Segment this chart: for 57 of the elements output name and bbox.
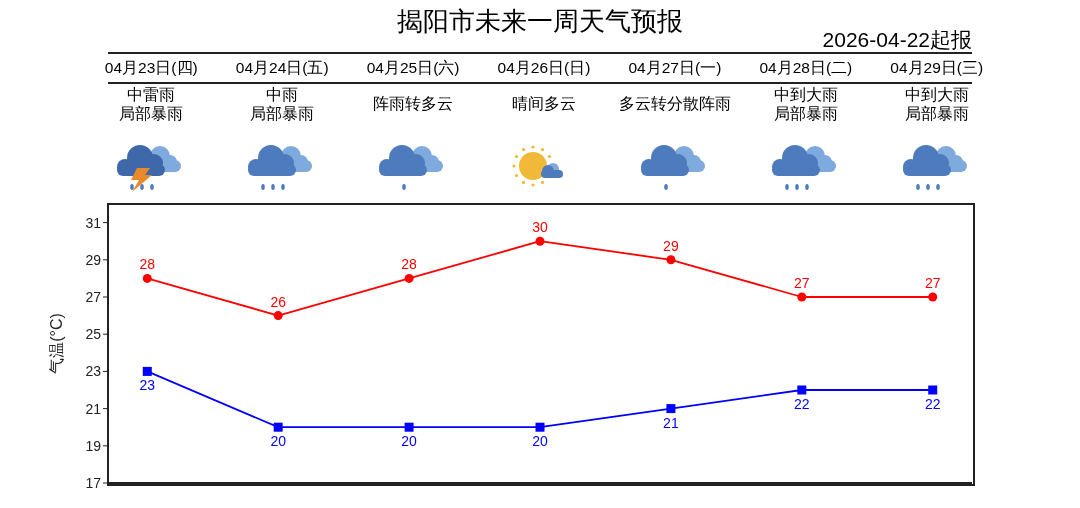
text: 04月23日(四) xyxy=(104,58,198,77)
y-tick-label: 29 xyxy=(85,251,102,268)
data-label: 20 xyxy=(401,433,418,450)
y-tick-label: 31 xyxy=(85,214,102,231)
text: 04月28日(二) xyxy=(759,58,853,77)
text: 多云转分散阵雨 xyxy=(618,94,731,113)
text: 晴间多云 xyxy=(512,94,576,113)
text: 04月27日(一) xyxy=(628,58,722,77)
text: 04月24日(五) xyxy=(235,58,329,77)
text: 中到大雨 xyxy=(904,85,969,104)
point xyxy=(142,273,152,283)
data-label: 29 xyxy=(663,237,679,254)
y-tick-label: 17 xyxy=(85,474,102,491)
data-label: 21 xyxy=(663,414,679,431)
text: 中雨 xyxy=(266,85,299,104)
y-tick-label: 27 xyxy=(85,288,102,305)
data-label: 28 xyxy=(139,256,156,273)
data-label: 27 xyxy=(924,275,941,291)
chart-title: 揭阳市未来一周天气预报 xyxy=(397,6,683,36)
chart-subtitle: 2026-04-22起报 xyxy=(822,27,972,53)
data-label: 22 xyxy=(794,395,810,412)
data-label: 27 xyxy=(794,275,810,291)
data-label: 30 xyxy=(532,219,548,236)
point xyxy=(797,292,807,302)
text: 中雷雨 xyxy=(127,85,176,104)
text: 局部暴雨 xyxy=(119,104,184,123)
point xyxy=(535,236,545,246)
text: 局部暴雨 xyxy=(904,104,969,123)
point xyxy=(273,311,283,321)
text: 04月29日(三) xyxy=(890,58,984,77)
text: 局部暴雨 xyxy=(773,104,838,123)
point xyxy=(797,385,807,395)
y-tick-label: 21 xyxy=(85,400,102,417)
data-label: 23 xyxy=(139,377,156,394)
data-label: 26 xyxy=(270,293,287,310)
point xyxy=(142,366,152,376)
y-tick-label: 25 xyxy=(85,326,102,343)
point xyxy=(928,385,938,395)
point xyxy=(928,292,938,302)
text: 阵雨转多云 xyxy=(373,94,454,113)
point xyxy=(666,404,676,414)
text: 中到大雨 xyxy=(773,85,838,104)
y-axis-title: 气温(°C) xyxy=(47,313,65,374)
data-label: 20 xyxy=(532,433,548,450)
point xyxy=(666,255,676,265)
point xyxy=(404,273,414,283)
y-tick-label: 23 xyxy=(85,363,102,380)
text: 局部暴雨 xyxy=(250,104,315,123)
data-label: 28 xyxy=(401,256,418,273)
y-tick-label: 19 xyxy=(85,437,102,454)
point xyxy=(404,422,414,432)
text: 04月26日(日) xyxy=(497,58,591,77)
point xyxy=(535,422,545,432)
point xyxy=(273,422,283,432)
text: 04月25日(六) xyxy=(366,58,460,77)
data-label: 20 xyxy=(270,433,287,450)
data-label: 22 xyxy=(924,395,941,412)
